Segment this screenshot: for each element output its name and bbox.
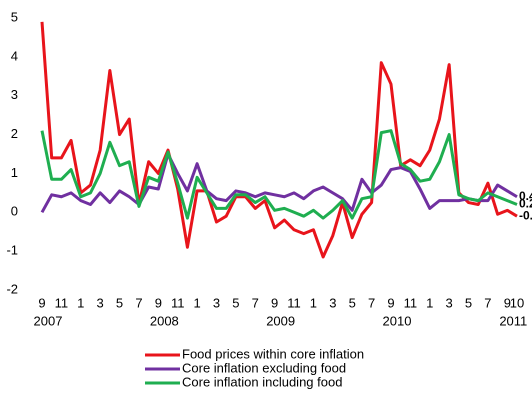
x-tick-label: 7	[484, 295, 491, 310]
x-tick-label: 5	[349, 295, 356, 310]
x-tick-label: 3	[446, 295, 453, 310]
x-group-label: 2007	[34, 313, 63, 328]
x-group-label: 2008	[150, 313, 179, 328]
x-tick-label: 7	[368, 295, 375, 310]
x-tick-label: 11	[404, 295, 418, 310]
legend-label: Core inflation excluding food	[182, 360, 346, 375]
y-tick-label: 2	[11, 126, 18, 141]
x-tick-label: 9	[504, 295, 511, 310]
x-group-label: 2009	[266, 313, 295, 328]
x-tick-label: 11	[287, 295, 301, 310]
y-tick-label: -2	[6, 281, 18, 296]
x-tick-label: 11	[171, 295, 185, 310]
series-line	[40, 152, 518, 214]
x-tick-label: 5	[465, 295, 472, 310]
x-tick-label: 5	[116, 295, 123, 310]
x-group-label: 2010	[383, 313, 412, 328]
x-tick-label: 3	[329, 295, 336, 310]
x-tick-label: 7	[135, 295, 142, 310]
x-tick-label: 1	[193, 295, 200, 310]
x-tick-label: 9	[38, 295, 45, 310]
x-tick-label: 10	[510, 295, 524, 310]
x-tick-label: 3	[97, 295, 104, 310]
x-tick-label: 3	[213, 295, 220, 310]
x-tick-label: 11	[55, 295, 69, 310]
legend-label: Food prices within core inflation	[182, 346, 364, 361]
y-tick-label: 5	[11, 9, 18, 24]
y-tick-label: -1	[6, 243, 18, 258]
x-tick-label: 1	[310, 295, 317, 310]
x-tick-label: 5	[232, 295, 239, 310]
series-line	[40, 21, 518, 259]
y-tick-label: 3	[11, 87, 18, 102]
end-label: 0.4	[519, 189, 532, 203]
x-tick-label: 9	[155, 295, 162, 310]
x-tick-label: 9	[387, 295, 394, 310]
series-line	[40, 129, 518, 220]
y-tick-label: 0	[11, 204, 18, 219]
y-tick-label: 1	[11, 165, 18, 180]
legend-label: Core inflation including food	[182, 374, 342, 389]
end-label: -0.1	[519, 208, 532, 222]
x-tick-label: 7	[252, 295, 259, 310]
y-tick-label: 4	[11, 48, 18, 63]
x-tick-label: 9	[271, 295, 278, 310]
end-label: 0.2	[519, 197, 532, 211]
x-group-label: 2011	[499, 313, 527, 328]
x-tick-label: 1	[426, 295, 433, 310]
x-tick-label: 1	[77, 295, 84, 310]
